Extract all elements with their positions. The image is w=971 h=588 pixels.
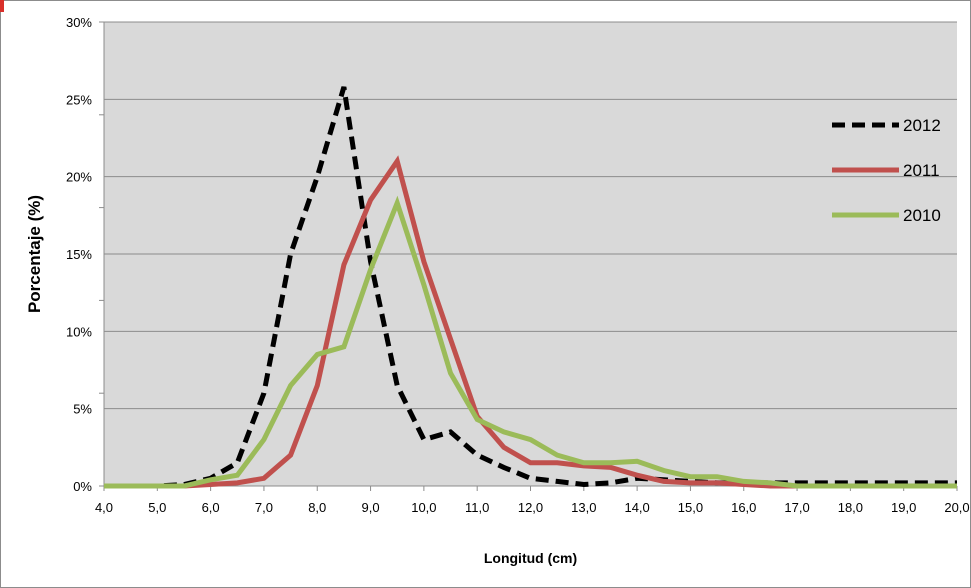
x-tick-label: 5,0	[148, 500, 166, 515]
y-tick-labels: 0% 5% 10% 15% 20% 25% 30%	[66, 15, 92, 494]
legend-label: 2011	[903, 161, 940, 180]
y-tick-label: 15%	[66, 247, 92, 262]
x-tick-label: 8,0	[308, 500, 326, 515]
legend: 2012 2011 2010	[832, 116, 941, 225]
series-line-2012	[104, 86, 957, 489]
x-tick-label: 13,0	[571, 500, 596, 515]
x-tick-label: 20,0	[944, 500, 969, 515]
x-tick-label: 19,0	[891, 500, 916, 515]
x-tick-labels: 4,0 5,0 6,0 7,0 8,0 9,0 10,0 11,0 12,0 13,0 14,0 15…	[95, 500, 970, 515]
x-tick-label: 16,0	[731, 500, 756, 515]
corner-marker	[0, 0, 4, 12]
x-tick-label: 18,0	[838, 500, 863, 515]
legend-label: 2012	[903, 116, 941, 135]
series-line-2010	[104, 195, 957, 489]
y-tick-label: 30%	[66, 15, 92, 30]
x-tick-label: 15,0	[678, 500, 703, 515]
x-tick-label: 17,0	[784, 500, 809, 515]
x-tick-label: 14,0	[624, 500, 649, 515]
y-tick-label: 25%	[66, 92, 92, 107]
x-tick-label: 6,0	[202, 500, 220, 515]
y-tick-label: 0%	[73, 479, 92, 494]
x-tick-label: 12,0	[518, 500, 543, 515]
x-tick-label: 9,0	[362, 500, 380, 515]
y-tick-label: 5%	[73, 402, 92, 417]
x-tick-label: 7,0	[255, 500, 273, 515]
x-tick-label: 4,0	[95, 500, 113, 515]
y-axis-title: Porcentaje (%)	[25, 195, 44, 313]
x-tick-label: 11,0	[465, 500, 489, 515]
x-tick-label: 10,0	[411, 500, 436, 515]
y-tick-label: 20%	[66, 170, 92, 185]
x-axis-title: Longitud (cm)	[484, 550, 577, 566]
gridlines	[104, 21, 957, 410]
legend-label: 2010	[903, 206, 941, 225]
y-tick-label: 10%	[66, 324, 92, 339]
series-lines	[104, 86, 957, 489]
